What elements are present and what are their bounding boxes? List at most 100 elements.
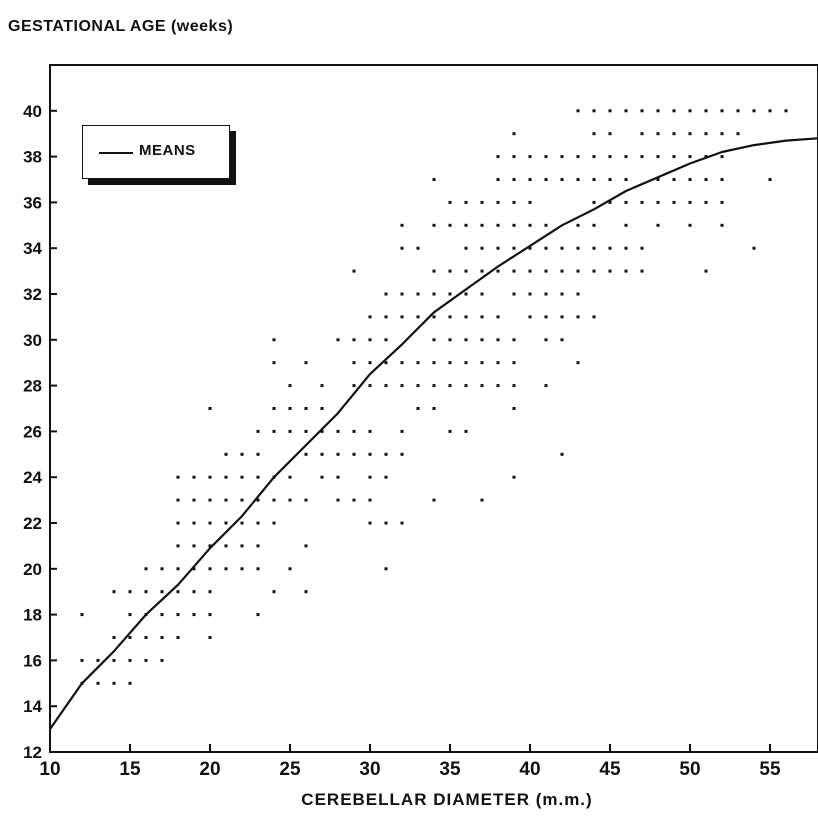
scatter-point [448, 384, 452, 388]
scatter-point [288, 475, 292, 479]
y-tick-label: 26 [23, 422, 42, 441]
scatter-point [192, 498, 196, 502]
scatter-point [688, 109, 692, 113]
scatter-point [128, 658, 132, 662]
scatter-point [384, 315, 388, 319]
scatter-point [400, 361, 404, 365]
scatter-point [784, 109, 788, 113]
scatter-point [272, 429, 276, 433]
scatter-point [528, 246, 532, 250]
scatter-point [512, 246, 516, 250]
scatter-point [480, 384, 484, 388]
scatter-point [512, 407, 516, 410]
scatter-point [384, 452, 388, 456]
scatter-point [464, 315, 468, 319]
scatter-point [688, 155, 692, 159]
scatter-point [576, 292, 580, 296]
scatter-point [368, 315, 372, 319]
scatter-point [208, 521, 212, 525]
scatter-point [496, 315, 500, 319]
y-tick-label: 16 [23, 651, 42, 670]
scatter-point [496, 338, 500, 342]
scatter-point [416, 384, 420, 388]
x-tick-label: 10 [39, 759, 60, 780]
scatter-point [448, 292, 452, 296]
scatter-point [480, 498, 484, 502]
scatter-point [592, 132, 596, 136]
scatter-point [160, 658, 164, 662]
scatter-point [432, 269, 436, 273]
scatter-point [224, 498, 228, 502]
scatter-point [560, 315, 564, 319]
scatter-point [560, 292, 564, 296]
scatter-point [720, 178, 724, 181]
scatter-point [400, 429, 404, 433]
scatter-point [576, 269, 580, 273]
scatter-point [560, 269, 564, 273]
scatter-point [352, 361, 356, 365]
scatter-point [528, 223, 532, 227]
scatter-point [544, 178, 548, 181]
scatter-point [576, 178, 580, 181]
scatter-point [304, 429, 308, 433]
scatter-point [640, 200, 644, 204]
scatter-point [544, 338, 548, 342]
scatter-point [208, 567, 212, 571]
scatter-point [192, 544, 196, 548]
scatter-point [288, 567, 292, 571]
scatter-point [176, 567, 180, 571]
scatter-point [496, 269, 500, 273]
scatter-point [448, 429, 452, 433]
y-tick-label: 20 [23, 560, 42, 579]
scatter-point [240, 475, 244, 479]
scatter-point [576, 361, 580, 365]
scatter-point [352, 452, 356, 456]
scatter-point [320, 452, 324, 456]
scatter-point [736, 132, 740, 136]
scatter-point [608, 109, 612, 113]
scatter-point [512, 361, 516, 365]
scatter-point [560, 178, 564, 181]
scatter-point [272, 338, 276, 342]
y-axis-title: GESTATIONAL AGE (weeks) [8, 18, 234, 35]
scatter-point [384, 567, 388, 571]
scatter-point [512, 269, 516, 273]
scatter-point [416, 361, 420, 365]
scatter-point [464, 200, 468, 204]
chart-axes [49, 64, 818, 753]
scatter-point [752, 246, 756, 250]
scatter-point [448, 269, 452, 273]
scatter-point [544, 269, 548, 273]
scatter-point [352, 269, 356, 273]
means-curve [49, 137, 818, 730]
scatter-point [432, 223, 436, 227]
chart-legend: MEANS [82, 125, 230, 179]
scatter-point [240, 498, 244, 502]
scatter-point [464, 223, 468, 227]
scatter-point [480, 315, 484, 319]
scatter-point [640, 269, 644, 273]
scatter-point [288, 429, 292, 433]
x-tick-label: 35 [439, 759, 461, 780]
scatter-point [176, 498, 180, 502]
scatter-point [336, 429, 340, 433]
scatter-point [672, 155, 676, 159]
scatter-point [544, 315, 548, 319]
scatter-point [528, 269, 532, 273]
means-line [49, 137, 818, 730]
scatter-point [240, 544, 244, 548]
scatter-point [512, 338, 516, 342]
x-axis-title-wrap: CEREBELLAR DIAMETER (m.m.) [0, 790, 818, 810]
scatter-point [512, 475, 516, 479]
scatter-point [560, 452, 564, 456]
scatter-point [608, 246, 612, 250]
scatter-point [688, 132, 692, 136]
scatter-point [752, 109, 756, 113]
scatter-point [320, 407, 324, 410]
scatter-point [464, 292, 468, 296]
scatter-point [400, 452, 404, 456]
scatter-point [656, 178, 660, 181]
scatter-point [672, 178, 676, 181]
scatter-point [176, 521, 180, 525]
